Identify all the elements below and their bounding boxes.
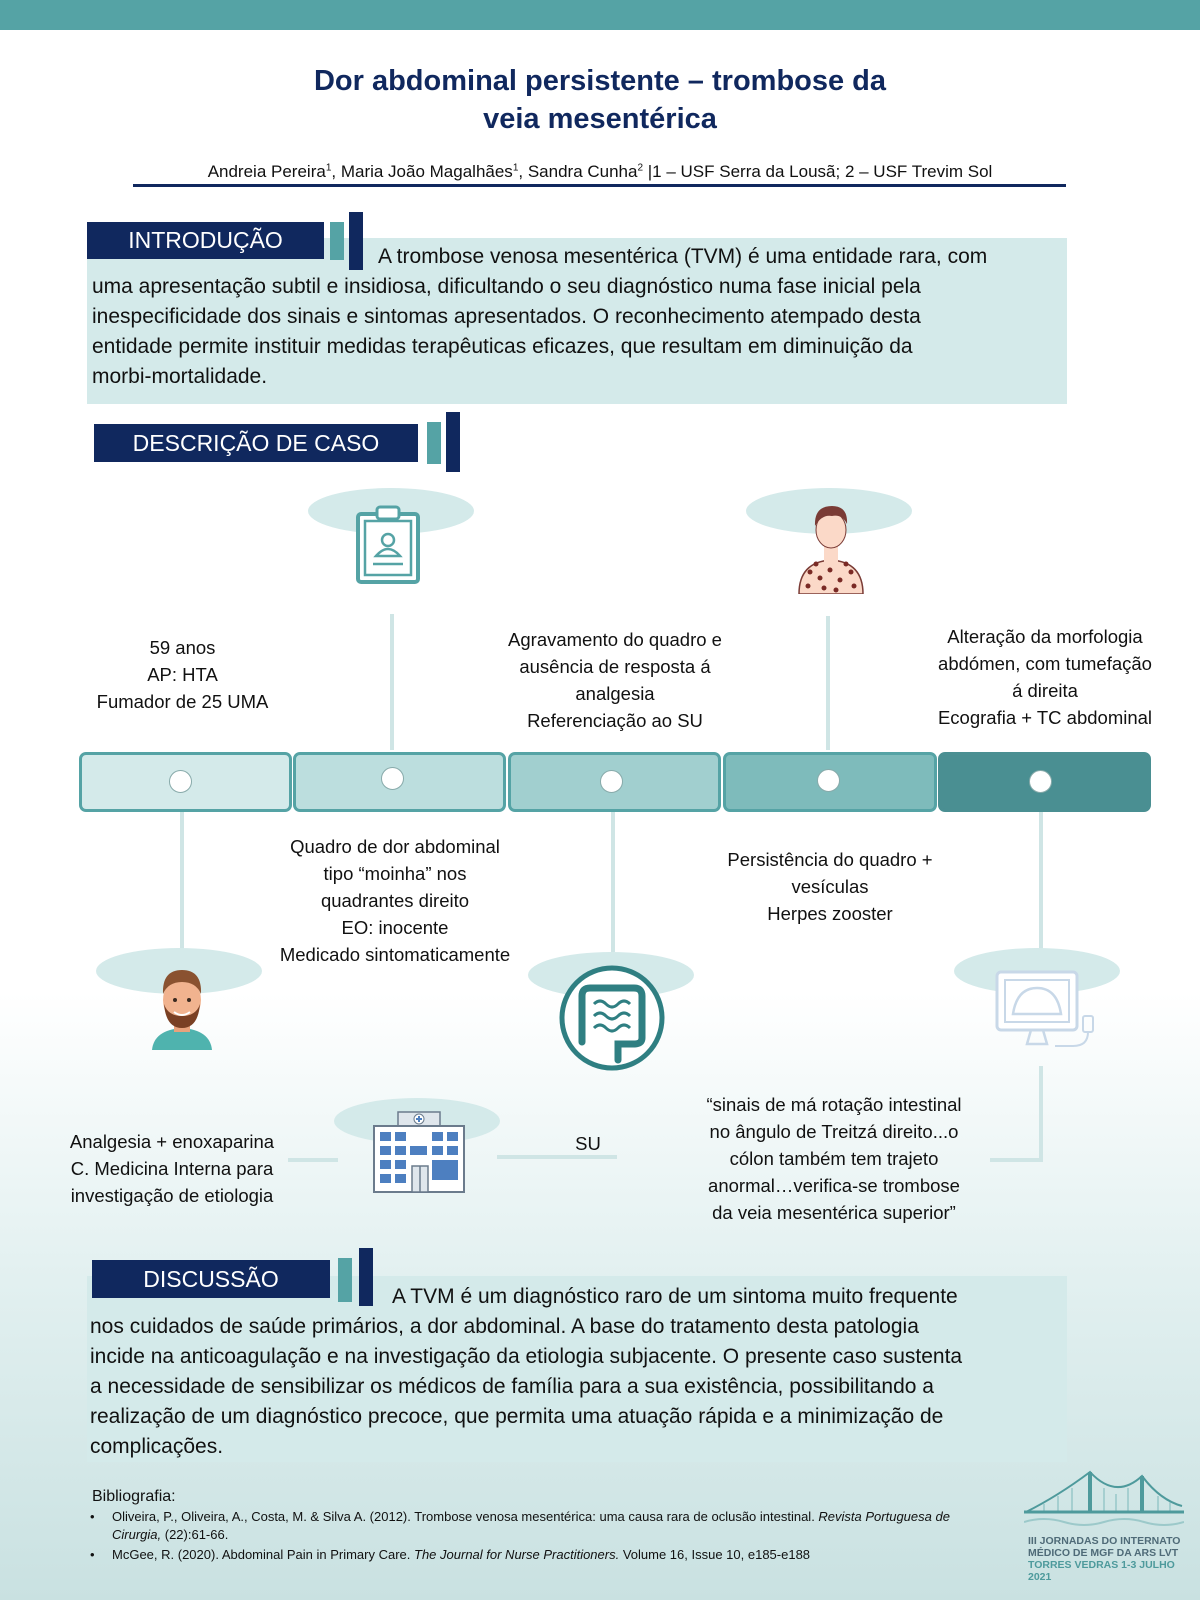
connector-line <box>1039 1066 1043 1162</box>
connector-line <box>826 616 830 750</box>
patient-rash-icon <box>798 506 864 594</box>
discussion-line: incide na anticoagulação e na investigaç… <box>90 1345 963 1368</box>
conference-bridge-logo <box>1024 1470 1184 1526</box>
reference-2: McGee, R. (2020). Abdominal Pain in Prim… <box>90 1546 992 1564</box>
case-accent-teal <box>427 422 441 464</box>
discussion-accent-navy <box>359 1248 373 1306</box>
author-3: Sandra Cunha <box>527 162 638 181</box>
intro-line: entidade permite instituir medidas terap… <box>92 335 913 358</box>
connector-line <box>990 1158 1042 1162</box>
case-accent-navy <box>446 412 460 472</box>
discussion-section-label: DISCUSSÃO <box>92 1260 330 1298</box>
connector-line <box>390 614 394 750</box>
author-1: Andreia Pereira <box>207 162 326 181</box>
connector-line <box>1039 812 1043 952</box>
author-3-affil: 2 <box>637 162 644 174</box>
discussion-line: a necessidade de sensibilizar os médicos… <box>90 1375 934 1398</box>
clipboard-icon <box>356 505 420 584</box>
conference-logo-text: III JORNADAS DO INTERNATO MÉDICO DE MGF … <box>1028 1535 1181 1583</box>
event-caption-top-3: Alteração da morfologia abdómen, com tum… <box>937 626 1153 728</box>
intro-line: uma apresentação subtil e insidiosa, dif… <box>92 275 921 298</box>
intro-line: morbi-mortalidade. <box>92 365 268 388</box>
title-line-1: Dor abdominal persistente – trombose da <box>313 65 887 97</box>
timeline-marker <box>381 767 404 790</box>
discussion-accent-teal <box>338 1258 352 1302</box>
ultrasound-monitor-icon <box>995 970 1094 1047</box>
timeline-marker <box>600 770 623 793</box>
su-caption: SU <box>575 1133 601 1154</box>
bibliography-heading: Bibliografia: <box>92 1488 176 1505</box>
event-caption-top-2: Agravamento do quadro e ausência de resp… <box>508 629 722 731</box>
affiliations: |1 – USF Serra da Lousã; 2 – USF Trevim … <box>643 162 993 181</box>
discussion-line: A TVM é um diagnóstico raro de um sintom… <box>392 1285 958 1308</box>
top-color-bar <box>0 0 1200 30</box>
discussion-line: complicações. <box>90 1435 224 1458</box>
discussion-panel <box>87 1276 1067 1462</box>
imaging-quote: “sinais de má rotação intestinal no ângu… <box>706 1094 962 1223</box>
intro-line: inespecificidade dos sinais e sintomas a… <box>92 305 921 328</box>
event-caption-bottom-1: Quadro de dor abdominal tipo “moinha” no… <box>279 836 511 965</box>
treatment-caption: Analgesia + enoxaparina C. Medicina Inte… <box>69 1131 275 1206</box>
author-1-affil: 1 <box>325 162 332 174</box>
connector-line <box>180 812 184 952</box>
event-caption-top-1: 59 anos AP: HTA Fumador de 25 UMA <box>96 637 269 712</box>
author-2-affil: 1 <box>512 162 519 174</box>
title-line-2: veia mesentérica <box>483 103 717 135</box>
timeline-marker <box>1029 770 1052 793</box>
man-avatar-icon <box>152 970 212 1050</box>
intestine-icon <box>559 965 665 1071</box>
hospital-icon <box>373 1111 465 1193</box>
connector-line <box>497 1155 617 1159</box>
author-divider <box>133 184 1066 187</box>
author-2: Maria João Magalhães <box>340 162 513 181</box>
timeline-marker <box>169 770 192 793</box>
intro-accent-navy <box>349 212 363 270</box>
reference-1: Oliveira, P., Oliveira, A., Costa, M. & … <box>90 1508 992 1544</box>
discussion-text: A TVM é um diagnóstico raro de um sintom… <box>90 1282 1070 1462</box>
intro-text: A trombose venosa mesentérica (TVM) é um… <box>92 242 1067 392</box>
discussion-line: realização de um diagnóstico precoce, qu… <box>90 1405 944 1428</box>
connector-line <box>611 812 615 952</box>
event-caption-bottom-2: Persistência do quadro + vesículas Herpe… <box>727 849 933 924</box>
bibliography-list: Oliveira, P., Oliveira, A., Costa, M. & … <box>90 1508 992 1564</box>
discussion-line: nos cuidados de saúde primários, a dor a… <box>90 1315 919 1338</box>
connector-line <box>288 1158 338 1162</box>
timeline-marker <box>817 769 840 792</box>
intro-accent-teal <box>330 222 344 260</box>
intro-section-label: INTRODUÇÃO <box>87 222 324 259</box>
case-section-label: DESCRIÇÃO DE CASO <box>94 424 418 462</box>
poster-title: Dor abdominal persistente – trombose da … <box>200 62 1000 138</box>
intro-line: A trombose venosa mesentérica (TVM) é um… <box>378 245 988 268</box>
authors-line: Andreia Pereira1, Maria João Magalhães1,… <box>207 162 993 181</box>
intro-panel <box>87 238 1067 404</box>
